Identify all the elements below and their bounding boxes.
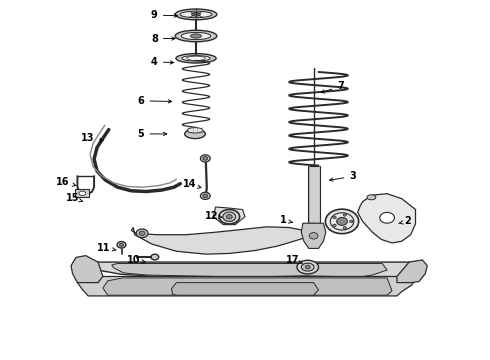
Text: 7: 7: [321, 81, 344, 93]
Text: 8: 8: [151, 33, 175, 44]
Polygon shape: [182, 58, 210, 60]
Polygon shape: [77, 262, 420, 278]
Ellipse shape: [181, 32, 211, 40]
Ellipse shape: [185, 129, 205, 139]
Polygon shape: [103, 278, 392, 295]
Ellipse shape: [79, 191, 86, 195]
Text: 13: 13: [80, 132, 103, 143]
Ellipse shape: [343, 227, 346, 229]
Text: 11: 11: [97, 243, 116, 253]
Polygon shape: [75, 189, 89, 197]
Ellipse shape: [350, 220, 353, 222]
Ellipse shape: [297, 260, 318, 274]
Ellipse shape: [367, 195, 376, 200]
Polygon shape: [71, 256, 103, 283]
Ellipse shape: [180, 11, 212, 18]
Text: 9: 9: [151, 10, 177, 20]
Ellipse shape: [305, 265, 310, 269]
Text: 14: 14: [183, 179, 201, 189]
Ellipse shape: [301, 263, 314, 271]
Text: 5: 5: [138, 129, 167, 139]
Text: 17: 17: [286, 255, 302, 265]
Ellipse shape: [151, 254, 159, 260]
Polygon shape: [213, 207, 245, 225]
Text: 3: 3: [330, 171, 356, 181]
Ellipse shape: [226, 215, 232, 219]
Text: 4: 4: [151, 57, 173, 67]
Ellipse shape: [203, 194, 208, 198]
Ellipse shape: [203, 157, 208, 160]
Ellipse shape: [117, 242, 126, 248]
Text: 16: 16: [56, 177, 76, 187]
Polygon shape: [308, 166, 320, 223]
Ellipse shape: [182, 55, 210, 61]
Ellipse shape: [223, 212, 236, 221]
Polygon shape: [358, 194, 416, 243]
Text: 1: 1: [280, 215, 293, 225]
Ellipse shape: [309, 233, 318, 239]
Ellipse shape: [380, 212, 394, 223]
Ellipse shape: [120, 243, 123, 246]
Polygon shape: [172, 283, 318, 295]
Text: 6: 6: [138, 96, 172, 106]
Ellipse shape: [175, 30, 217, 42]
Ellipse shape: [136, 229, 148, 238]
Ellipse shape: [191, 34, 201, 38]
Text: 15: 15: [66, 193, 82, 203]
Ellipse shape: [175, 9, 217, 20]
Ellipse shape: [333, 216, 336, 219]
Ellipse shape: [139, 231, 145, 235]
Text: 2: 2: [399, 216, 411, 226]
Ellipse shape: [187, 128, 203, 133]
Ellipse shape: [192, 13, 200, 16]
Ellipse shape: [219, 210, 240, 224]
Ellipse shape: [176, 54, 216, 63]
Ellipse shape: [200, 155, 210, 162]
Ellipse shape: [200, 192, 210, 199]
Text: 10: 10: [126, 255, 146, 265]
Polygon shape: [131, 227, 308, 254]
Ellipse shape: [343, 213, 346, 216]
Polygon shape: [112, 264, 387, 276]
Ellipse shape: [325, 209, 359, 234]
Ellipse shape: [333, 224, 336, 227]
Ellipse shape: [337, 217, 347, 225]
Polygon shape: [301, 223, 326, 248]
Polygon shape: [397, 260, 427, 283]
Text: 12: 12: [205, 211, 222, 221]
Polygon shape: [77, 276, 416, 296]
